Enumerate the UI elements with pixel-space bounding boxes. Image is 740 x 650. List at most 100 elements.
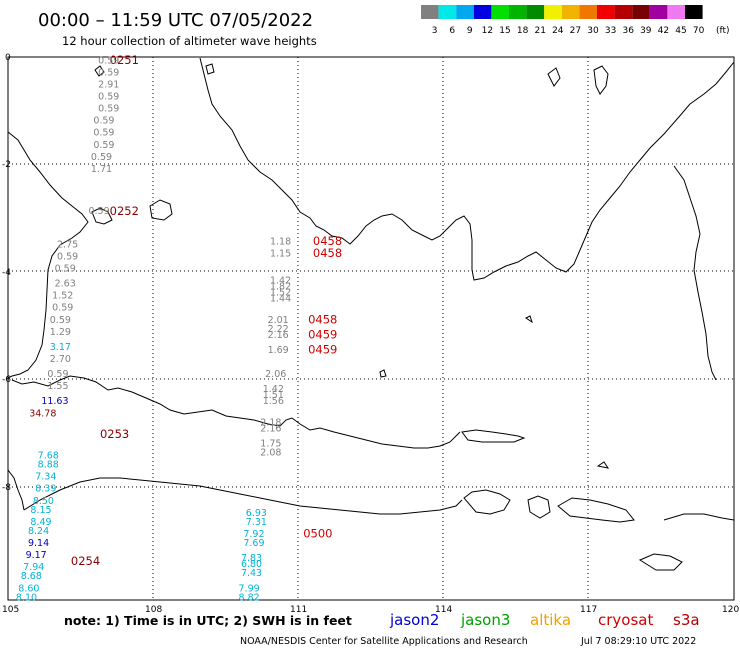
legend-level-label: 9 bbox=[467, 26, 473, 36]
legend-swatch bbox=[438, 5, 457, 19]
credit-text: NOAA/NESDIS Center for Satellite Applica… bbox=[240, 636, 528, 647]
legend-swatch bbox=[526, 5, 545, 19]
wave-height-value: 2.75 bbox=[57, 239, 78, 250]
wave-height-value: 0.59 bbox=[47, 369, 68, 380]
wave-height-value: 7.99 bbox=[239, 583, 260, 594]
wave-height-value: 1.15 bbox=[270, 248, 291, 259]
wave-height-value: 3.17 bbox=[50, 342, 71, 353]
satellite-legend-cryosat: cryosat bbox=[598, 611, 653, 629]
coastlines bbox=[7, 57, 735, 571]
wave-height-value: 1.55 bbox=[47, 381, 68, 392]
wave-height-value: 2.16 bbox=[260, 423, 281, 434]
wave-height-value: 0.59 bbox=[98, 67, 119, 78]
pass-time-label: 0459 bbox=[308, 328, 337, 342]
x-axis-labels: 105 108 111 114 117 120 bbox=[2, 605, 739, 615]
wave-height-value: 0.59 bbox=[55, 263, 76, 274]
footnote: note: 1) Time is in UTC; 2) SWH is in fe… bbox=[64, 613, 352, 628]
legend-swatch bbox=[509, 5, 527, 19]
legend-level-label: 15 bbox=[499, 26, 510, 36]
wave-height-value: 1.75 bbox=[260, 438, 281, 449]
map-subtitle: 12 hour collection of altimeter wave hei… bbox=[62, 34, 317, 48]
x-tick-label: 117 bbox=[580, 605, 597, 615]
wave-height-value: 8.24 bbox=[28, 526, 49, 537]
pass-time-label: 0458 bbox=[313, 246, 342, 260]
satellite-legend-altika: altika bbox=[530, 611, 571, 629]
wave-height-value: 0.59 bbox=[91, 152, 112, 163]
wave-height-value: 2.08 bbox=[260, 448, 281, 459]
wave-height-value: 7.92 bbox=[243, 529, 264, 540]
wave-height-value: 7.43 bbox=[241, 568, 262, 579]
wave-height-value: 8.88 bbox=[38, 460, 59, 471]
wave-height-value: 2.18 bbox=[260, 417, 281, 428]
y-axis-labels: 0 -2 -4 -6 -8 bbox=[2, 53, 11, 493]
wave-height-value: 1.82 bbox=[270, 282, 291, 293]
wave-height-value: 8.60 bbox=[18, 583, 39, 594]
legend-swatch bbox=[649, 5, 668, 19]
legend-level-label: 21 bbox=[534, 26, 545, 36]
legend-swatch bbox=[491, 5, 509, 19]
wave-height-value: 1.52 bbox=[52, 291, 73, 302]
wave-height-value: 11.63 bbox=[41, 396, 68, 407]
sumba-island bbox=[638, 553, 683, 571]
wave-height-value: 8.15 bbox=[30, 505, 51, 516]
legend-swatch bbox=[561, 5, 580, 19]
legend-unit: (ft) bbox=[716, 26, 730, 36]
pass-time-label: 0458 bbox=[308, 312, 337, 326]
wave-height-value: 6.93 bbox=[246, 508, 267, 519]
wave-height-value: 2.16 bbox=[268, 330, 289, 341]
y-tick-label: -6 bbox=[2, 375, 11, 385]
wave-height-value: 1.52 bbox=[270, 288, 291, 299]
wave-height-value: 7.31 bbox=[246, 517, 267, 528]
y-tick-label: -8 bbox=[2, 483, 11, 493]
legend-level-label: 30 bbox=[587, 26, 599, 36]
wave-height-value: 7.83 bbox=[241, 553, 262, 564]
riau-islands bbox=[205, 63, 215, 75]
wave-height-value: 0.59 bbox=[93, 128, 114, 139]
wave-height-value: 2.63 bbox=[55, 279, 76, 290]
wave-height-value: 8.50 bbox=[33, 496, 54, 507]
y-tick-label: 0 bbox=[5, 53, 11, 63]
legend-swatch bbox=[667, 5, 685, 19]
lombok-island bbox=[527, 495, 551, 519]
legend-swatch bbox=[579, 5, 597, 19]
map-frame bbox=[7, 56, 735, 601]
wave-height-value: 2.06 bbox=[265, 369, 286, 380]
y-tick-label: -4 bbox=[2, 268, 11, 278]
wave-height-labels: 0.590.592.910.590.590.590.590.590.591.71… bbox=[16, 55, 291, 603]
java-south-coastline bbox=[23, 477, 463, 515]
color-scale-legend: 3 6 9 12 15 18 21 24 27 30 33 36 39 42 45 70 bbox=[421, 5, 705, 36]
legend-level-label: 70 bbox=[693, 26, 705, 36]
x-tick-label: 120 bbox=[722, 605, 739, 615]
wave-height-value: 0.59 bbox=[93, 140, 114, 151]
legend-swatch bbox=[456, 5, 474, 19]
legend-level-label: 42 bbox=[658, 26, 669, 36]
wave-height-value: 7.69 bbox=[243, 538, 264, 549]
sulawesi-coastline bbox=[673, 165, 717, 381]
sumbawa-island bbox=[557, 497, 635, 523]
wave-height-value: 7.34 bbox=[35, 472, 56, 483]
belitung-island bbox=[149, 199, 173, 221]
wave-height-value: 1.18 bbox=[270, 236, 291, 247]
flores-island bbox=[663, 513, 735, 521]
legend-level-label: 12 bbox=[482, 26, 493, 36]
legend-level-label: 39 bbox=[640, 26, 652, 36]
sumatra-coastline bbox=[7, 131, 89, 379]
bangka-island bbox=[91, 207, 113, 225]
legend-level-label: 18 bbox=[517, 26, 529, 36]
pass-time-label: 0459 bbox=[308, 343, 337, 357]
wave-height-value: 0.59 bbox=[98, 92, 119, 103]
wave-height-value: 0.59 bbox=[98, 55, 119, 66]
wave-height-value: 1.42 bbox=[263, 384, 284, 395]
legend-level-label: 24 bbox=[552, 26, 564, 36]
wave-height-value: 0.59 bbox=[52, 303, 73, 314]
satellite-legend-s3a: s3a bbox=[673, 611, 700, 629]
pass-time-label: 0458 bbox=[313, 234, 342, 248]
lingga-islands bbox=[94, 65, 105, 77]
wave-height-value: 9.17 bbox=[26, 550, 47, 561]
java-coastline bbox=[11, 375, 461, 449]
wave-height-value: 0.59 bbox=[50, 315, 71, 326]
wave-height-value: 34.78 bbox=[29, 408, 56, 419]
legend-swatch bbox=[632, 5, 650, 19]
generated-timestamp: Jul 7 08:29:10 UTC 2022 bbox=[580, 636, 696, 647]
